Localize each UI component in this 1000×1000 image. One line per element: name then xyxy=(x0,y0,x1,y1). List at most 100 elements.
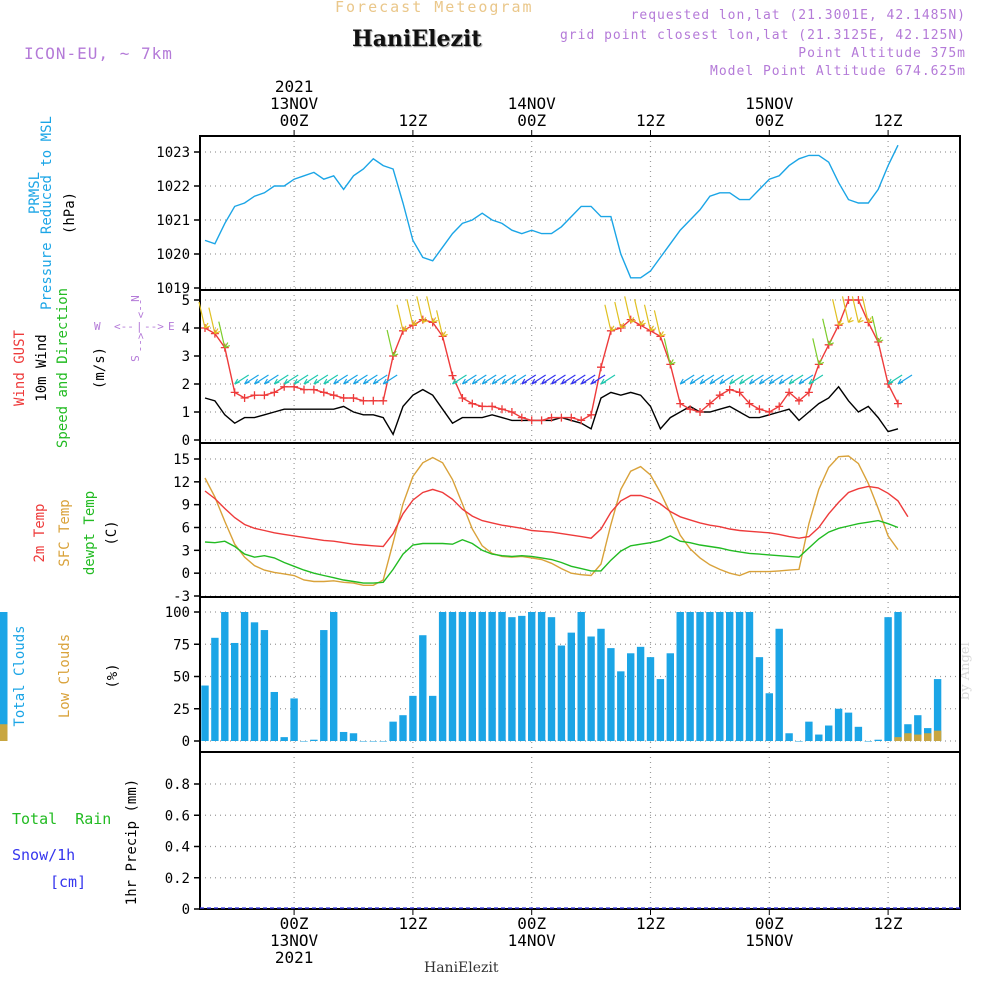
wind-direction-arrowhead xyxy=(352,378,359,385)
wind-direction-arrowhead xyxy=(293,378,300,385)
y-tick-label: 9 xyxy=(182,498,190,514)
wind-gust-marker xyxy=(894,399,902,408)
wind-gust-marker xyxy=(309,385,318,394)
wind-direction-arrowhead xyxy=(451,378,458,385)
wind-direction-arrow xyxy=(861,296,869,323)
cloud-total-bar xyxy=(260,630,269,741)
x-tick-label-bottom: 00Z xyxy=(280,914,309,933)
panel-frame xyxy=(199,135,961,291)
wind-direction-arrowhead xyxy=(739,378,745,385)
cloud-total-bar xyxy=(775,628,783,741)
wind-gust-marker xyxy=(290,382,299,391)
wind-direction-arrow xyxy=(198,301,206,329)
wind-direction-arrowhead xyxy=(442,331,448,337)
wind-direction-arrowhead xyxy=(461,378,468,385)
wind-compass: N --> W <-- | --> E <-- S xyxy=(86,288,196,368)
wind-direction-arrowhead xyxy=(679,378,686,385)
x-tick-label-top: 2021 xyxy=(275,77,314,96)
cloud-total-bar xyxy=(320,630,328,741)
x-tick-label-bottom: 00Z xyxy=(517,914,546,933)
cloud-total-bar xyxy=(646,657,655,741)
cloud-low-bar xyxy=(914,734,922,741)
x-tick-label-top: 00Z xyxy=(517,111,546,130)
wind-gust-marker xyxy=(755,405,764,414)
cloud-total-bar xyxy=(706,612,714,741)
compass-w-bar: <-- xyxy=(114,320,134,333)
wind-direction-arrowhead xyxy=(263,378,270,385)
wind-direction-arrowhead xyxy=(402,325,409,332)
cloud-total-bar xyxy=(795,741,803,742)
wind-direction-arrowhead xyxy=(283,378,290,385)
wind-direction-arrow xyxy=(851,296,859,323)
cloud-total-bar xyxy=(211,637,219,741)
y-tick-label: 15 xyxy=(173,452,190,468)
wind-direction-arrowhead xyxy=(847,317,854,323)
wind-direction-arrowhead xyxy=(343,378,349,385)
y-tick-label: 0 xyxy=(182,734,190,750)
cloud-total-bar xyxy=(349,733,358,741)
wind-direction-arrowhead xyxy=(273,378,280,385)
cloud-total-bar xyxy=(438,612,447,741)
wind-gust-marker xyxy=(597,363,605,372)
wind-gust-marker xyxy=(369,396,378,405)
cloud-total-bar xyxy=(537,612,546,741)
cloud-total-bar xyxy=(834,708,843,741)
wind-direction-arrow xyxy=(634,299,642,326)
wind-direction-arrowhead xyxy=(253,378,260,385)
wind-direction-arrowhead xyxy=(877,336,884,343)
wind-direction-arrow xyxy=(812,338,820,365)
cloud-total-bar xyxy=(805,721,813,741)
y-tick-label: 1022 xyxy=(156,179,190,195)
y-tick-label: 1021 xyxy=(156,213,190,229)
wind-gust-marker xyxy=(547,413,556,422)
model-altitude: Model Point Altitude 674.625m xyxy=(710,64,966,79)
wind-direction-arrowhead xyxy=(778,378,785,385)
wind-gust-marker xyxy=(844,296,853,304)
cloud-total-bar xyxy=(547,617,556,741)
wind-direction-arrow xyxy=(614,301,622,329)
wind-direction-arrow xyxy=(416,296,424,323)
point-altitude: Point Altitude 375m xyxy=(798,46,966,61)
cloud-total-bar xyxy=(627,653,635,741)
cloud-total-bar xyxy=(280,737,288,741)
wind-gust-marker xyxy=(329,391,338,400)
y-tick-label: 1020 xyxy=(156,247,190,263)
wind-direction-arrowhead xyxy=(422,317,429,323)
footer-location: HaniElezit xyxy=(424,960,499,976)
wind-direction-arrowhead xyxy=(857,317,864,323)
cloud-total-bar xyxy=(359,741,368,742)
wind-direction-arrowhead xyxy=(867,317,874,323)
wind-direction-arrowhead xyxy=(541,378,547,385)
cloud-total-bar xyxy=(221,612,229,741)
grid-point-coords: grid point closest lon,lat (21.3125E, 42… xyxy=(559,28,966,43)
wind-direction-arrow xyxy=(426,296,434,323)
wind-gust-marker xyxy=(260,391,269,400)
cloud-total-bar xyxy=(399,715,407,741)
wind-direction-arrowhead xyxy=(719,378,726,385)
cloud-total-bar xyxy=(745,612,754,741)
cloud-total-bar xyxy=(577,612,585,741)
x-tick-label-top: 15NOV xyxy=(745,94,794,113)
cloud-total-bar xyxy=(676,612,684,741)
cloud-total-bar xyxy=(597,628,605,741)
cloud-low-bar xyxy=(933,730,942,741)
cloud-total-bar xyxy=(825,725,833,741)
wind-direction-arrowhead xyxy=(471,378,478,385)
wind-gust-marker xyxy=(478,402,487,411)
wind-gust-marker xyxy=(250,391,259,400)
wind-direction-arrowhead xyxy=(768,378,775,385)
y-tick-label: 4 xyxy=(182,321,190,337)
y-tick-label: 0.6 xyxy=(165,808,190,824)
wind-gust-marker xyxy=(795,396,803,405)
cloud-total-bar xyxy=(666,653,674,741)
temp-2m-line xyxy=(204,485,909,548)
cloud-low-bar xyxy=(924,733,932,741)
cloud-total-bar xyxy=(270,691,278,741)
x-tick-label-bottom: 15NOV xyxy=(745,931,794,950)
wind-direction-arrowhead xyxy=(669,359,676,365)
wind-gust-marker xyxy=(270,388,279,397)
cloud-total-bar xyxy=(448,612,457,741)
wind-gust-marker xyxy=(300,385,308,394)
wind-direction-arrowhead xyxy=(550,378,557,385)
wind-direction-arrowhead xyxy=(224,342,231,349)
